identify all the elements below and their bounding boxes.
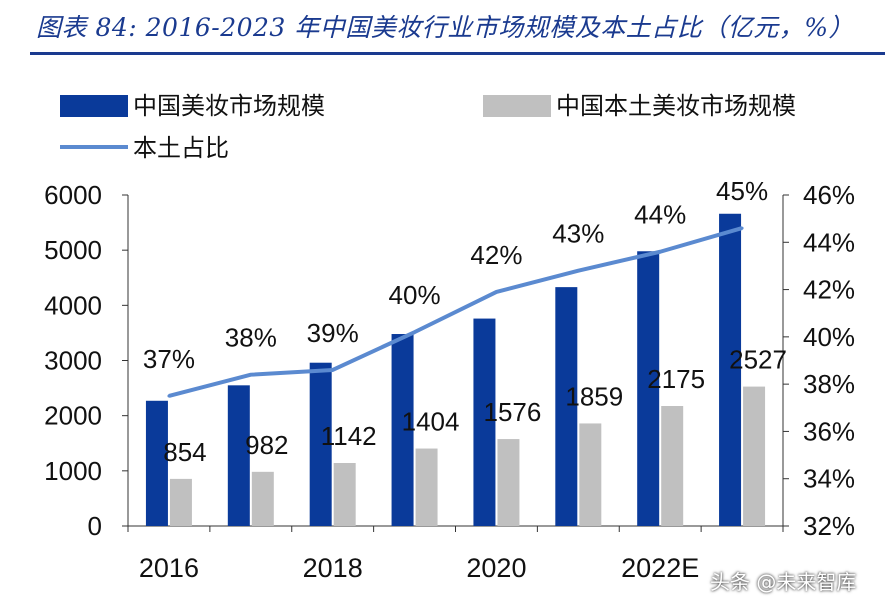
y-right-tick-label: 46% xyxy=(803,180,855,210)
bar-local-label: 854 xyxy=(163,437,206,467)
legend-swatch-total xyxy=(60,95,128,117)
bar-local-2017 xyxy=(251,471,274,526)
share-point-2021 xyxy=(576,269,580,273)
bar-local-2016 xyxy=(169,478,192,526)
share-point-2019 xyxy=(413,330,417,334)
share-point-2022E xyxy=(658,250,662,254)
x-tick-label: 2022E xyxy=(621,553,699,583)
chart-title: 图表 84: 2016-2023 年中国美妆行业市场规模及本土占比（亿元，%） xyxy=(36,13,855,42)
share-point-2018 xyxy=(331,368,335,372)
bar-local-label: 2175 xyxy=(647,364,705,394)
share-line xyxy=(168,226,743,398)
y-right-tick-label: 32% xyxy=(803,511,855,541)
share-point-2023E xyxy=(740,226,744,230)
y-left-tick-label: 1000 xyxy=(44,456,102,486)
watermark: 头条 @未来智库 xyxy=(710,570,857,594)
share-point-2020 xyxy=(494,290,498,294)
bar-total-2018 xyxy=(309,362,332,526)
bar-total-2020 xyxy=(473,318,496,526)
bar-local-label: 1404 xyxy=(402,407,460,437)
share-label: 42% xyxy=(470,240,522,270)
y-left-tick-label: 2000 xyxy=(44,401,102,431)
bar-local-2022E xyxy=(661,406,684,526)
y-left-tick-label: 5000 xyxy=(44,235,102,265)
bar-local-2020 xyxy=(497,439,520,526)
y-right-tick-label: 44% xyxy=(803,227,855,257)
bar-local-label: 2527 xyxy=(729,345,787,375)
share-label: 45% xyxy=(716,176,768,206)
share-label: 40% xyxy=(389,280,441,310)
legend-label-local: 中国本土美妆市场规模 xyxy=(556,92,796,120)
legend-label-total: 中国美妆市场规模 xyxy=(133,92,325,120)
share-label: 44% xyxy=(634,200,686,230)
bar-local-2023E xyxy=(743,386,766,526)
y-right-tick-label: 42% xyxy=(803,275,855,305)
bar-total-2022E xyxy=(637,251,660,526)
bar-total-2016 xyxy=(145,400,168,526)
x-tick-label: 2018 xyxy=(303,553,363,583)
bar-total-2019 xyxy=(391,334,414,526)
y-left-tick-label: 0 xyxy=(88,511,102,541)
bar-local-label: 982 xyxy=(245,430,288,460)
title-underline xyxy=(30,52,885,55)
x-tick-label: 2016 xyxy=(139,553,199,583)
bar-total-2023E xyxy=(719,213,742,527)
bar-local-label: 1576 xyxy=(484,397,542,427)
y-right-tick-label: 38% xyxy=(803,369,855,399)
share-label: 43% xyxy=(552,219,604,249)
y-left-tick-label: 3000 xyxy=(44,346,102,376)
share-label: 37% xyxy=(143,344,195,374)
bar-local-2019 xyxy=(415,448,438,526)
y-right-tick-label: 36% xyxy=(803,416,855,446)
share-label: 39% xyxy=(307,318,359,348)
legend-label-share: 本土占比 xyxy=(133,134,229,162)
bar-local-label: 1859 xyxy=(565,381,623,411)
y-left-tick-label: 4000 xyxy=(44,290,102,320)
bar-total-2021 xyxy=(555,287,578,526)
share-point-2016 xyxy=(167,394,171,398)
y-left-tick-label: 6000 xyxy=(44,180,102,210)
bar-local-label: 1142 xyxy=(321,421,377,451)
bar-total-2017 xyxy=(227,385,250,526)
y-right-tick-label: 40% xyxy=(803,322,855,352)
bar-local-2021 xyxy=(579,423,602,526)
share-point-2017 xyxy=(249,373,253,377)
y-right-tick-label: 34% xyxy=(803,464,855,494)
x-tick-label: 2020 xyxy=(466,553,526,583)
bar-local-2018 xyxy=(333,462,356,526)
legend-swatch-local xyxy=(483,95,551,117)
share-label: 38% xyxy=(225,323,277,353)
